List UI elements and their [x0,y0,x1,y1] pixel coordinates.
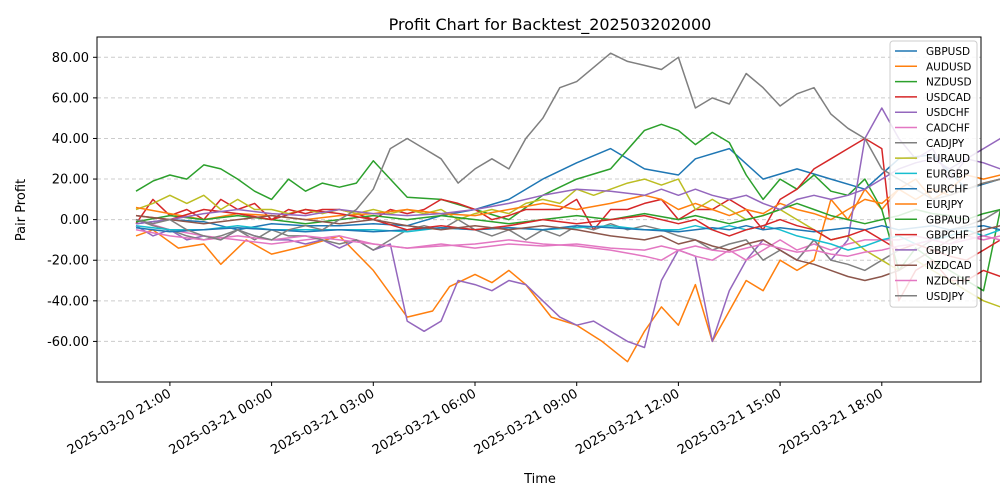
series-line-nzdcad [135,214,1000,282]
legend-label: CADCHF [926,123,970,135]
series-line-nzdchf [135,229,1000,257]
y-tick-label: -20.00 [47,254,89,269]
series-line-eurgbp [135,224,1000,251]
plot-area-frame [96,36,982,383]
series-line-gbpusd [135,147,1000,231]
y-tick-label: -60.00 [47,335,89,350]
legend-label: AUDUSD [926,61,971,73]
legend-label: USDJPY [926,291,965,303]
legend-label: NZDCAD [926,260,972,272]
legend-label: EURAUD [926,153,970,165]
legend-label: EURCHF [926,184,968,196]
y-tick-label: 20.00 [52,173,89,188]
legend-label: CADJPY [926,138,965,150]
series-line-gbpaud [135,202,1000,225]
legend-label: EURJPY [926,199,964,211]
y-axis-label: Pair Profit [14,179,29,241]
legend-label: GBPJPY [926,245,964,257]
legend-label: USDCHF [926,107,970,119]
y-tick-label: 80.00 [52,51,89,66]
series-line-eurchf [135,224,1000,233]
series-line-gbpjpy [135,158,1000,225]
legend-label: NZDUSD [926,77,972,89]
legend-label: GBPAUD [926,214,970,226]
y-tick-label: 40.00 [52,132,89,147]
x-axis-label: Time [523,472,556,487]
chart-title: Profit Chart for Backtest_202503202000 [389,15,712,35]
legend-label: GBPCHF [926,230,969,242]
y-axis-ticks: -60.00 -40.00 -20.00 0.00 20.00 40.00 60.00 80.… [47,51,97,350]
series-line-eurjpy [135,178,1000,221]
legend-label: USDCAD [926,92,971,104]
legend-label: NZDCHF [926,276,970,288]
series-line-nzdusd [135,123,1000,292]
y-tick-label: 0.00 [60,213,89,228]
legend: GBPUSD AUDUSD NZDUSD USDCAD USDCHF CADCHF CADJ… [889,40,978,308]
legend-label: GBPUSD [926,46,970,58]
legend-box [889,40,978,308]
y-tick-label: -40.00 [47,294,89,309]
y-tick-label: 60.00 [52,91,89,106]
legend-label: EURGBP [926,168,969,180]
